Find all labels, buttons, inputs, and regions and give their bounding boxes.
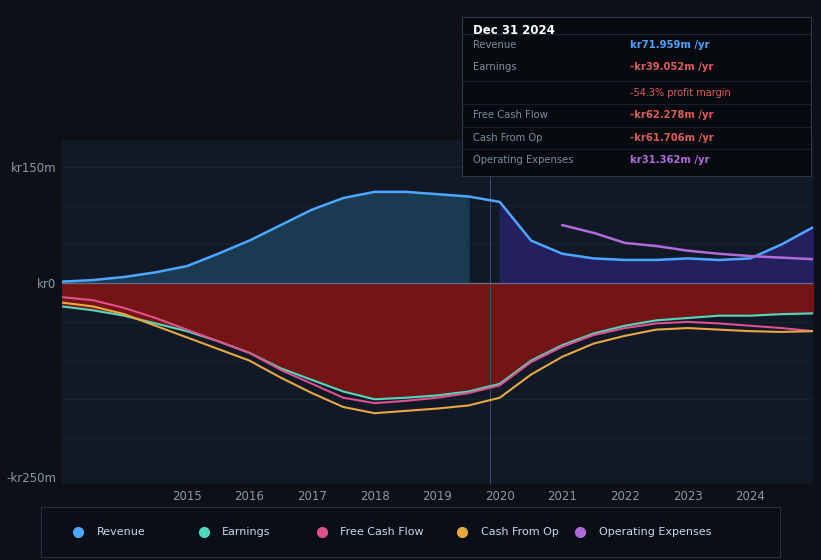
Text: Free Cash Flow: Free Cash Flow [473, 110, 548, 120]
Text: Earnings: Earnings [473, 62, 516, 72]
Text: -kr39.052m /yr: -kr39.052m /yr [630, 62, 713, 72]
Text: Revenue: Revenue [97, 527, 145, 537]
Text: Revenue: Revenue [473, 40, 516, 50]
Text: -kr62.278m /yr: -kr62.278m /yr [630, 110, 713, 120]
Text: -54.3% profit margin: -54.3% profit margin [630, 88, 731, 98]
Text: Cash From Op: Cash From Op [481, 527, 558, 537]
Text: Operating Expenses: Operating Expenses [599, 527, 711, 537]
Text: Earnings: Earnings [222, 527, 271, 537]
Text: kr71.959m /yr: kr71.959m /yr [630, 40, 709, 50]
Text: Cash From Op: Cash From Op [473, 133, 542, 142]
Text: Operating Expenses: Operating Expenses [473, 155, 573, 165]
Text: kr31.362m /yr: kr31.362m /yr [630, 155, 709, 165]
Text: -kr61.706m /yr: -kr61.706m /yr [630, 133, 713, 142]
Text: Dec 31 2024: Dec 31 2024 [473, 24, 554, 37]
Text: Free Cash Flow: Free Cash Flow [341, 527, 424, 537]
